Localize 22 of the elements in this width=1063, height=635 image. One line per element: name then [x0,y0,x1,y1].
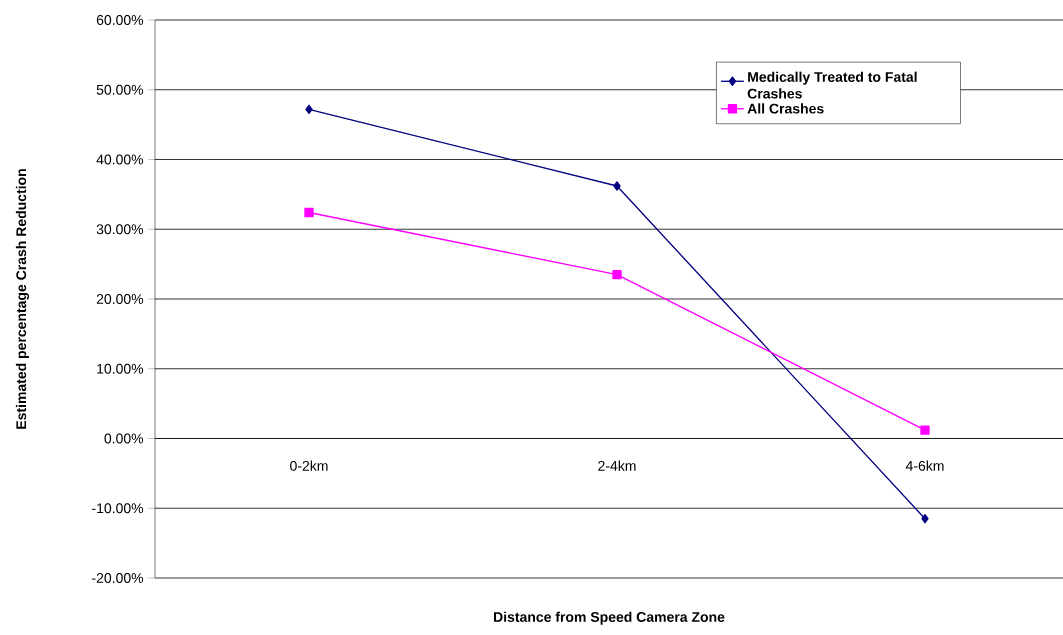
y-tick-label: 50.00% [96,84,144,95]
legend-label: Medically Treated to Fatal Crashes [747,71,917,99]
legend-label: All Crashes [747,103,824,114]
point [920,425,930,435]
y-tick-label: 0.00% [104,433,144,444]
point [305,104,313,114]
point [612,269,622,280]
point [613,181,621,191]
y-tick-label: 30.00% [96,224,144,235]
point [921,514,929,524]
y-tick-label: -10.00% [92,503,144,514]
x-tick-label: 0-2km [290,460,328,471]
x-axis-title: Distance from Speed Camera Zone [494,611,725,625]
y-axis-title: Estimated percentage Crash Reduction [15,169,29,429]
x-tick-label: 2-4km [598,460,636,471]
y-tick-label: 60.00% [96,15,144,25]
point [304,207,314,218]
y-tick-label: -20.00% [92,573,144,583]
y-tick-label: 20.00% [96,294,144,304]
y-tick-label: 10.00% [97,363,144,374]
x-tick-label: 4-6km [905,460,944,471]
y-tick-label: 40.00% [96,154,144,165]
